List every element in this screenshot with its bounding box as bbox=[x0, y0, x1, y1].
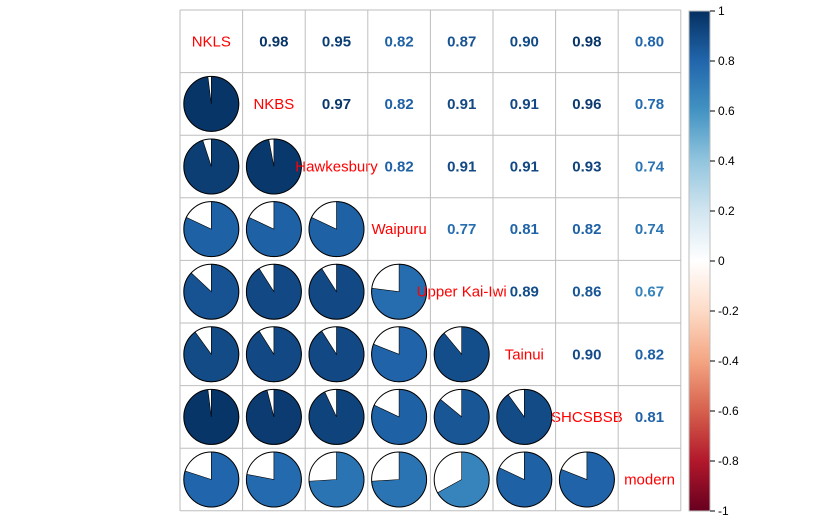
coef-nkbs-waipuru: 0.82 bbox=[384, 96, 413, 113]
colorbar-tick-label: -0.6 bbox=[718, 404, 739, 418]
coef-nkls-modern: 0.80 bbox=[635, 33, 664, 50]
pie-shcsbsb-nkbs bbox=[245, 388, 302, 445]
pie-shcsbsb-waipuru bbox=[371, 388, 428, 445]
coef-nkls-nkbs: 0.98 bbox=[259, 33, 288, 50]
coef-tainui-modern: 0.82 bbox=[635, 346, 664, 363]
pie-shcsbsb-nkls bbox=[183, 388, 240, 445]
coef-waipuru-modern: 0.74 bbox=[635, 221, 665, 238]
coef-nkls-hawkesbury: 0.95 bbox=[322, 33, 351, 50]
pie-hawkesbury-nkbs bbox=[245, 138, 302, 195]
coef-nkbs-modern: 0.78 bbox=[635, 96, 664, 113]
pie-tainui-upper-kai-iwi bbox=[433, 326, 490, 383]
colorbar-tick-label: 0.4 bbox=[718, 154, 735, 168]
coef-hawkesbury-modern: 0.74 bbox=[635, 159, 665, 176]
pie-modern-upper-kai-iwi bbox=[433, 451, 490, 508]
colorbar-tick-label: 1 bbox=[718, 4, 725, 18]
pie-tainui-nkls bbox=[183, 326, 240, 383]
coef-upper-kai-iwi-shcsbsb: 0.86 bbox=[572, 284, 601, 301]
coef-nkls-tainui: 0.90 bbox=[510, 33, 539, 50]
coef-waipuru-upper-kai-iwi: 0.77 bbox=[447, 221, 476, 238]
colorbar-tick-label: 0.8 bbox=[718, 54, 735, 68]
pie-shcsbsb-hawkesbury bbox=[308, 388, 365, 445]
coef-nkbs-tainui: 0.91 bbox=[510, 96, 539, 113]
coef-nkbs-shcsbsb: 0.96 bbox=[572, 96, 601, 113]
coef-nkbs-hawkesbury: 0.97 bbox=[322, 96, 351, 113]
pie-modern-tainui bbox=[496, 451, 553, 508]
var-label-waipuru: Waipuru bbox=[371, 221, 426, 238]
var-label-tainui: Tainui bbox=[505, 346, 544, 363]
pie-modern-nkls bbox=[183, 451, 240, 508]
pie-tainui-hawkesbury bbox=[308, 326, 365, 383]
coef-hawkesbury-tainui: 0.91 bbox=[510, 159, 539, 176]
pie-modern-hawkesbury bbox=[308, 451, 365, 508]
grid-lines bbox=[179, 9, 682, 512]
colorbar-gradient bbox=[688, 10, 711, 512]
colorbar-tick-label: -0.2 bbox=[718, 304, 739, 318]
var-label-shcsbsb: SHCSBSB bbox=[551, 409, 623, 426]
pie-tainui-nkbs bbox=[245, 326, 302, 383]
pie-shcsbsb-tainui bbox=[496, 388, 553, 445]
pie-waipuru-hawkesbury bbox=[308, 201, 365, 258]
correlation-grid: NKLS 0.98 0.95 0.82 0.87 0.90 0.98 0.80 NKBS 0.97… bbox=[183, 33, 675, 508]
pie-upper-kai-iwi-waipuru bbox=[371, 263, 428, 320]
pie-modern-nkbs bbox=[245, 451, 302, 508]
coef-tainui-shcsbsb: 0.90 bbox=[572, 346, 601, 363]
coef-nkls-shcsbsb: 0.98 bbox=[572, 33, 601, 50]
var-label-modern: modern bbox=[624, 472, 675, 489]
var-label-hawkesbury: Hawkesbury bbox=[295, 159, 378, 176]
coef-hawkesbury-upper-kai-iwi: 0.91 bbox=[447, 159, 476, 176]
pie-modern-waipuru bbox=[371, 451, 428, 508]
coef-upper-kai-iwi-tainui: 0.89 bbox=[510, 284, 539, 301]
coef-waipuru-tainui: 0.81 bbox=[510, 221, 539, 238]
coef-nkbs-upper-kai-iwi: 0.91 bbox=[447, 96, 476, 113]
pie-nkbs-nkls bbox=[183, 75, 240, 132]
var-label-nkbs: NKBS bbox=[253, 96, 294, 113]
colorbar-tick-label: -0.8 bbox=[718, 454, 739, 468]
var-label-upper-kai-iwi: Upper Kai-Iwi bbox=[417, 284, 507, 301]
coef-nkls-upper-kai-iwi: 0.87 bbox=[447, 33, 476, 50]
pie-waipuru-nkbs bbox=[245, 201, 302, 258]
colorbar-tick-label: 0.2 bbox=[718, 204, 735, 218]
pie-upper-kai-iwi-hawkesbury bbox=[308, 263, 365, 320]
colorbar-tick-label: 0.6 bbox=[718, 104, 735, 118]
coef-hawkesbury-waipuru: 0.82 bbox=[384, 159, 413, 176]
color-legend: 1 0.8 0.6 0.4 0.2 0 -0.2 -0.4 -0.6 -0.8 -1 bbox=[688, 4, 739, 518]
colorbar-tick-label: 0 bbox=[718, 254, 725, 268]
coef-waipuru-shcsbsb: 0.82 bbox=[572, 221, 601, 238]
pie-upper-kai-iwi-nkbs bbox=[245, 263, 302, 320]
pie-shcsbsb-upper-kai-iwi bbox=[433, 388, 490, 445]
pie-hawkesbury-nkls bbox=[183, 138, 240, 195]
coef-shcsbsb-modern: 0.81 bbox=[635, 409, 664, 426]
colorbar-tick-label: -0.4 bbox=[718, 354, 739, 368]
var-label-nkls: NKLS bbox=[192, 33, 231, 50]
pie-waipuru-nkls bbox=[183, 201, 240, 258]
coef-hawkesbury-shcsbsb: 0.93 bbox=[572, 159, 601, 176]
pie-modern-shcsbsb bbox=[558, 451, 615, 508]
colorbar-tick-label: -1 bbox=[718, 504, 729, 518]
pie-upper-kai-iwi-nkls bbox=[183, 263, 240, 320]
coef-nkls-waipuru: 0.82 bbox=[384, 33, 413, 50]
pie-tainui-waipuru bbox=[371, 326, 428, 383]
coef-upper-kai-iwi-modern: 0.67 bbox=[635, 284, 664, 301]
